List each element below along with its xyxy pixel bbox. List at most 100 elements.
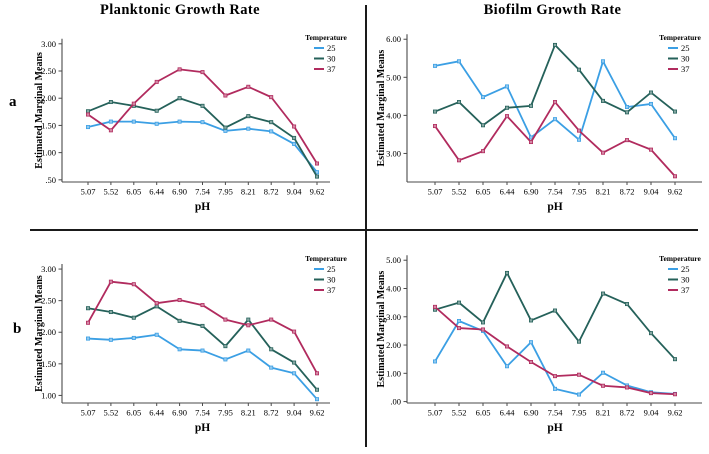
y-axis-title: Estimated Marginal Means — [376, 50, 387, 167]
series-marker-37 — [246, 84, 251, 89]
y-tick-label: 1.00 — [386, 368, 401, 378]
series-marker-37 — [528, 140, 533, 145]
x-axis-title: pH — [547, 422, 562, 434]
series-marker-37 — [177, 67, 182, 72]
series-marker-25 — [200, 348, 205, 353]
legend-label-37: 37 — [681, 285, 690, 295]
row-divider-line — [30, 229, 698, 231]
x-tick-label: 9.62 — [668, 187, 683, 197]
series-marker-30 — [552, 42, 557, 47]
series-marker-37 — [672, 174, 677, 179]
y-tick-label: 1.00 — [41, 390, 56, 400]
legend-label-30: 30 — [327, 54, 336, 64]
y-tick-label: 2.00 — [386, 340, 401, 350]
panel-label-b: b — [13, 321, 22, 337]
series-marker-25 — [108, 119, 113, 124]
series-marker-30 — [528, 103, 533, 108]
column-divider-line — [365, 5, 367, 447]
series-marker-37 — [648, 147, 653, 152]
chart-biofilm-panel-a: 6.00 5.00 4.00 3.00 5.07 5.52 6.05 6.44 6.90 7.54… — [376, 33, 702, 213]
x-tick-label: 6.90 — [524, 187, 539, 197]
x-tick-label: 6.44 — [500, 408, 516, 418]
series-marker-37 — [672, 392, 677, 397]
column-title-biofilm: Biofilm Growth Rate — [483, 2, 622, 18]
series-marker-37 — [177, 298, 182, 303]
series-marker-30 — [600, 98, 605, 103]
y-tick-label: 3.00 — [41, 264, 56, 274]
series-marker-25 — [481, 95, 486, 100]
x-tick-label: 6.44 — [149, 187, 165, 197]
series-marker-30 — [86, 306, 91, 311]
series-line-37 — [87, 68, 318, 165]
series-marker-37 — [108, 128, 113, 133]
series-marker-30 — [246, 317, 251, 322]
series-marker-25 — [576, 137, 581, 142]
series-marker-30 — [648, 331, 653, 336]
series-marker-25 — [131, 119, 136, 124]
series-marker-30 — [246, 114, 251, 119]
x-tick-label: 6.44 — [149, 408, 165, 418]
x-tick-label: 9.04 — [287, 187, 303, 197]
series-marker-37 — [292, 329, 297, 334]
y-tick-label: 2.00 — [41, 327, 56, 337]
y-tick-label: 3.00 — [386, 312, 401, 322]
x-tick-label: 5.07 — [428, 187, 443, 197]
series-marker-25 — [269, 129, 274, 134]
series-line-25 — [434, 320, 676, 396]
series-marker-37 — [154, 301, 159, 306]
series-marker-25 — [131, 335, 136, 340]
series-marker-25 — [504, 364, 509, 369]
legend-title: Temperature — [659, 33, 701, 42]
series-marker-25 — [246, 348, 251, 353]
series-marker-25 — [648, 101, 653, 106]
series-marker-25 — [528, 135, 533, 140]
series-marker-25 — [457, 59, 462, 64]
series-marker-37 — [624, 138, 629, 143]
series-marker-25 — [223, 357, 228, 362]
x-tick-label: 6.05 — [126, 187, 141, 197]
series-marker-30 — [223, 125, 228, 130]
series-marker-30 — [131, 315, 136, 320]
series-marker-37 — [576, 372, 581, 377]
series-marker-25 — [292, 141, 297, 146]
series-marker-30 — [154, 108, 159, 113]
x-tick-label: 8.21 — [596, 187, 611, 197]
x-tick-label: 6.90 — [524, 408, 539, 418]
series-marker-30 — [457, 300, 462, 305]
series-marker-37 — [314, 371, 319, 376]
series-marker-25 — [269, 365, 274, 370]
series-marker-30 — [292, 360, 297, 365]
series-line-25 — [87, 333, 318, 401]
series-marker-25 — [177, 119, 182, 124]
x-axis-title: pH — [195, 201, 210, 213]
series-marker-25 — [624, 105, 629, 110]
series-marker-30 — [481, 320, 486, 325]
series-marker-30 — [648, 90, 653, 95]
series-marker-30 — [576, 339, 581, 344]
series-marker-30 — [314, 387, 319, 392]
series-marker-37 — [457, 326, 462, 331]
series-marker-30 — [292, 135, 297, 140]
series-marker-37 — [269, 95, 274, 100]
series-marker-25 — [154, 121, 159, 126]
series-marker-30 — [528, 318, 533, 323]
series-marker-30 — [314, 174, 319, 179]
series-marker-30 — [108, 310, 113, 315]
series-marker-37 — [504, 344, 509, 349]
series-marker-25 — [576, 392, 581, 397]
series-marker-30 — [481, 123, 486, 128]
series-marker-25 — [600, 59, 605, 64]
series-marker-25 — [314, 397, 319, 402]
x-tick-label: 7.95 — [218, 408, 233, 418]
x-tick-label: 7.54 — [195, 187, 211, 197]
x-tick-label: 8.21 — [241, 408, 256, 418]
x-tick-label: 9.62 — [310, 408, 325, 418]
legend-label-25: 25 — [327, 43, 336, 53]
x-tick-label: 8.72 — [264, 408, 279, 418]
x-axis-title: pH — [195, 422, 210, 434]
column-title-planktonic: Planktonic Growth Rate — [100, 2, 260, 18]
x-tick-label: 5.07 — [81, 187, 96, 197]
series-marker-37 — [457, 158, 462, 163]
series-marker-30 — [457, 100, 462, 105]
